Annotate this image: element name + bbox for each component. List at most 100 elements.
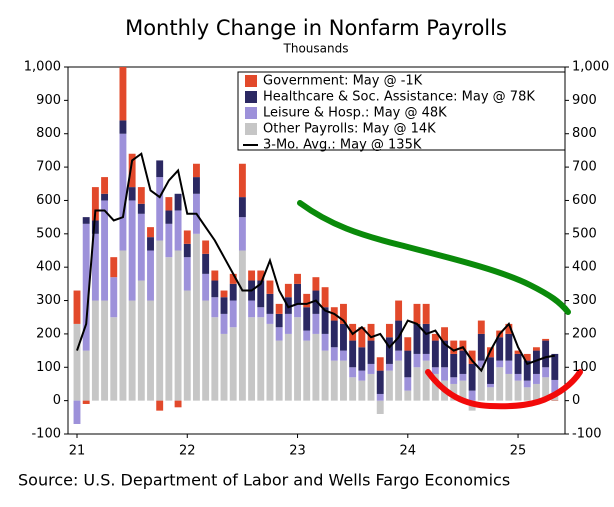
bar-segment <box>202 254 209 274</box>
bar-segment <box>267 294 274 314</box>
bar-segment <box>184 244 191 257</box>
bar-segment <box>165 224 172 257</box>
bar-segment <box>175 210 182 250</box>
bar-segment <box>478 367 485 400</box>
bar-segment <box>74 401 81 424</box>
bar-segment <box>267 324 274 401</box>
bar-segment <box>221 334 228 401</box>
bar-segment <box>423 304 430 324</box>
bar-segment <box>276 341 283 401</box>
bar-segment <box>487 357 494 384</box>
bar-segment <box>487 384 494 387</box>
y-tick-label: 0 <box>53 393 61 408</box>
bar-segment <box>441 367 448 380</box>
bar-segment <box>423 361 430 401</box>
bar-segment <box>524 387 531 400</box>
y2-tick-label: 1,000 <box>572 60 609 75</box>
bar-segment <box>478 321 485 334</box>
bar-segment <box>193 234 200 401</box>
bar-segment <box>211 297 218 317</box>
bar-segment <box>349 341 356 368</box>
legend-swatch <box>245 107 257 119</box>
bar-segment <box>83 401 90 404</box>
bar-segment <box>156 240 163 400</box>
y-tick-label: 500 <box>36 226 61 241</box>
bar-segment <box>487 387 494 400</box>
bar-segment <box>414 304 421 324</box>
bar-segment <box>184 257 191 290</box>
bar-segment <box>276 304 283 314</box>
bar-segment <box>505 374 512 401</box>
bar-segment <box>147 227 154 237</box>
bar-segment <box>129 187 136 200</box>
bar-segment <box>230 301 237 328</box>
bar-segment <box>211 281 218 298</box>
y2-tick-label: 100 <box>572 360 597 375</box>
bar-segment <box>119 67 126 120</box>
bar-segment <box>496 337 503 360</box>
bar-segment <box>331 347 338 360</box>
bar-segment <box>175 251 182 401</box>
bar-segment <box>257 317 264 400</box>
bar-segment <box>459 374 466 381</box>
bar-segment <box>441 327 448 340</box>
bar-segment <box>138 281 145 401</box>
bar-segment <box>74 324 81 401</box>
bar-segment <box>515 354 522 374</box>
bar-segment <box>414 367 421 400</box>
bar-segment <box>285 334 292 401</box>
bar-segment <box>285 314 292 334</box>
x-tick-label: 23 <box>289 444 306 459</box>
bar-segment <box>119 120 126 133</box>
bar-segment <box>303 307 310 330</box>
y-tick-label: 900 <box>36 93 61 108</box>
bar-segment <box>515 381 522 401</box>
bar-segment <box>312 334 319 401</box>
x-tick-label: 21 <box>69 444 86 459</box>
bar-segment <box>138 214 145 281</box>
bar-segment <box>386 337 393 364</box>
bar-segment <box>221 297 228 314</box>
bar-segment <box>404 391 411 401</box>
bar-segment <box>358 381 365 401</box>
bar-segment <box>404 377 411 390</box>
bar-segment <box>395 351 402 361</box>
bar-segment <box>211 317 218 400</box>
bar-segment <box>432 341 439 368</box>
bar-segment <box>542 339 549 341</box>
bar-segment <box>202 240 209 253</box>
bar-segment <box>248 317 255 400</box>
y2-tick-label: 600 <box>572 193 597 208</box>
bar-segment <box>459 351 466 374</box>
bar-segment <box>294 317 301 400</box>
bar-segment <box>358 371 365 381</box>
chart-title: Monthly Change in Nonfarm Payrolls <box>125 16 507 40</box>
bar-segment <box>276 314 283 327</box>
legend-swatch <box>245 123 257 135</box>
bar-segment <box>193 177 200 194</box>
bar-segment <box>386 324 393 337</box>
bar-segment <box>294 284 301 304</box>
bar-segment <box>165 210 172 223</box>
bar-segment <box>230 284 237 301</box>
bar-segment <box>423 324 430 354</box>
bar-segment <box>285 284 292 297</box>
bar-segment <box>478 334 485 361</box>
source: Source: U.S. Department of Labor and Wel… <box>18 471 510 490</box>
bar-segment <box>496 367 503 400</box>
legend-swatch <box>245 75 257 87</box>
bar-segment <box>395 301 402 321</box>
y-tick-label: 800 <box>36 126 61 141</box>
bar-segment <box>92 301 99 401</box>
bar-segment <box>340 324 347 351</box>
bar-segment <box>542 367 549 377</box>
bar-segment <box>404 351 411 378</box>
bar-segment <box>110 257 117 277</box>
bar-segment <box>165 197 172 210</box>
bar-segment <box>432 367 439 374</box>
bar-segment <box>230 327 237 400</box>
legend-label: Leisure & Hosp.: May @ 48K <box>263 106 447 121</box>
bar-segment <box>377 401 384 414</box>
y2-tick-label: -100 <box>572 427 602 442</box>
bar-segment <box>184 291 191 401</box>
